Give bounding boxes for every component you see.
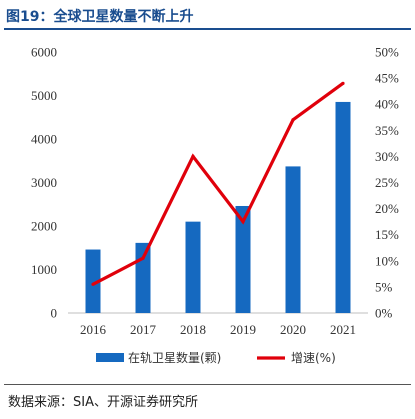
right-tick-label: 30% <box>375 149 399 164</box>
bar-series <box>85 101 351 313</box>
x-tick-label: 2021 <box>330 322 356 337</box>
legend-label-bar: 在轨卫星数量(颗) <box>128 350 221 365</box>
left-tick-label: 6000 <box>31 45 57 60</box>
left-tick-label: 1000 <box>31 262 57 277</box>
x-tick-label: 2016 <box>80 322 107 337</box>
x-tick-label: 2019 <box>230 322 256 337</box>
source-note: 数据来源：SIA、开源证券研究所 <box>8 395 198 410</box>
left-tick-label: 5000 <box>31 88 57 103</box>
line-point <box>141 256 145 260</box>
right-tick-label: 50% <box>375 45 399 60</box>
bar <box>285 166 301 313</box>
right-tick-label: 5% <box>375 279 393 294</box>
bar <box>185 221 201 313</box>
x-axis: 2016 2017 2018 2019 2020 2021 <box>80 322 356 337</box>
x-tick-label: 2017 <box>130 322 157 337</box>
right-tick-label: 45% <box>375 71 399 86</box>
line-point <box>291 118 295 122</box>
bar <box>135 242 151 313</box>
line-series <box>91 81 345 286</box>
right-tick-label: 40% <box>375 97 399 112</box>
right-tick-label: 10% <box>375 253 399 268</box>
growth-line <box>92 82 344 286</box>
left-tick-label: 4000 <box>31 132 57 147</box>
right-tick-label: 0% <box>375 306 393 321</box>
bar <box>235 205 251 313</box>
legend-label-line: 增速(%) <box>291 351 336 365</box>
line-point <box>191 154 195 158</box>
line-point <box>91 282 95 286</box>
right-tick-label: 20% <box>375 201 399 216</box>
line-point <box>241 220 245 224</box>
x-tick-label: 2018 <box>180 322 206 337</box>
left-axis: 0 1000 2000 3000 4000 5000 6000 <box>31 45 57 321</box>
figure-title: 图19：全球卫星数量不断上升 <box>6 9 194 25</box>
legend: 在轨卫星数量(颗) 增速(%) <box>96 350 336 365</box>
right-tick-label: 25% <box>375 175 399 190</box>
left-tick-label: 3000 <box>31 175 57 190</box>
left-tick-label: 2000 <box>31 219 57 234</box>
right-tick-label: 15% <box>375 227 399 242</box>
right-axis: 0% 5% 10% 15% 20% 25% 30% 35% 40% 45% 50% <box>375 45 399 321</box>
right-tick-label: 35% <box>375 123 399 138</box>
legend-swatch-bar <box>96 353 124 362</box>
left-tick-label: 0 <box>51 306 58 321</box>
title-rule <box>4 28 411 30</box>
line-point <box>341 81 345 85</box>
bar <box>335 101 351 313</box>
x-tick-label: 2020 <box>280 322 306 337</box>
bar <box>85 249 101 313</box>
source-rule <box>4 384 411 385</box>
